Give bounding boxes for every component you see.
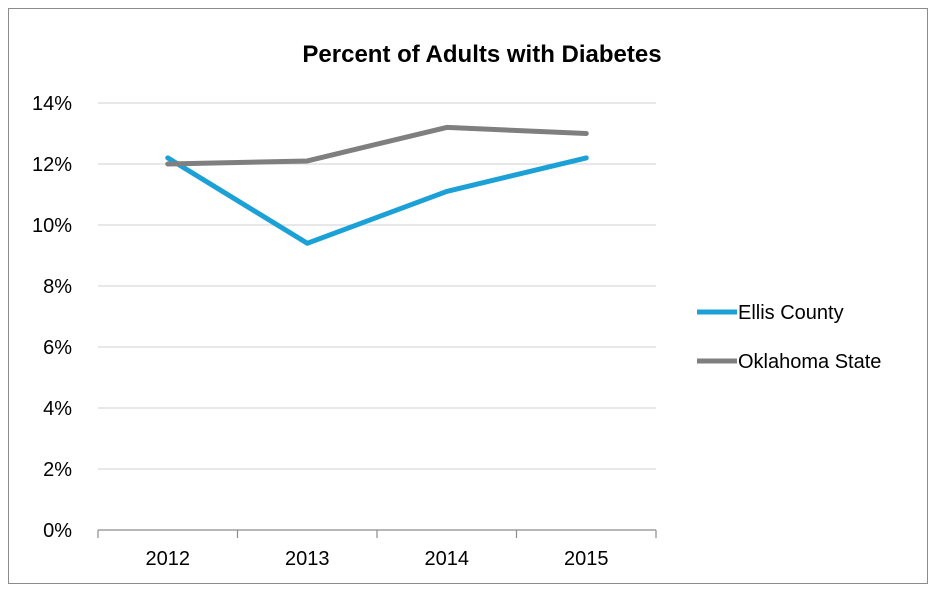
- y-tick-label: 10%: [32, 215, 72, 237]
- gridlines: [98, 102, 656, 470]
- y-tick-label: 2%: [43, 459, 72, 481]
- series-line-oklahoma-state: [165, 124, 589, 167]
- y-tick-label: 4%: [43, 398, 72, 420]
- y-tick-label: 12%: [32, 154, 72, 176]
- y-tick-label: 0%: [43, 520, 72, 542]
- chart-frame: [8, 8, 928, 584]
- chart-title: Percent of Adults with Diabetes: [302, 41, 661, 68]
- y-tick-label: 14%: [32, 93, 72, 115]
- x-axis-ticks: 2012 2013 2014 2015: [97, 530, 657, 570]
- x-tick-label: 2015: [564, 548, 609, 570]
- legend: Ellis County Oklahoma State: [697, 302, 881, 373]
- y-tick-label: 6%: [43, 337, 72, 359]
- legend-label: Oklahoma State: [738, 351, 881, 373]
- x-tick-label: 2013: [285, 548, 330, 570]
- x-tick-label: 2014: [425, 548, 470, 570]
- series-lines: [165, 124, 589, 246]
- x-tick-label: 2012: [146, 548, 191, 570]
- y-tick-label: 8%: [43, 276, 72, 298]
- y-axis-ticks: 0% 2% 4% 6% 8% 10% 12% 14%: [32, 93, 72, 542]
- series-line-ellis-county: [165, 155, 589, 246]
- legend-label: Ellis County: [738, 302, 844, 324]
